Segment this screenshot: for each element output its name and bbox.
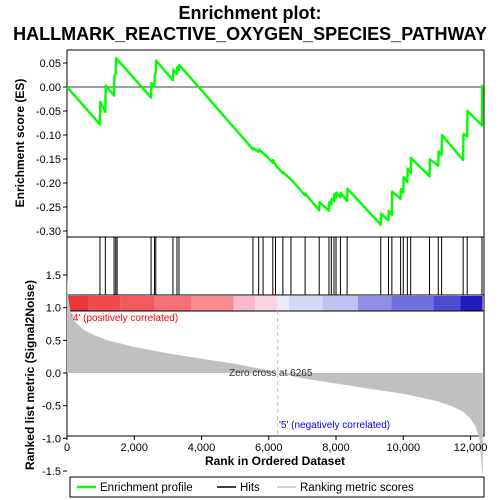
band-segment	[120, 296, 155, 311]
metric-y-axis-label: Ranked list metric (Signal2Noise)	[23, 280, 37, 470]
x-tick-label: 4,000	[188, 442, 216, 454]
x-axis-label: Rank in Ordered Dataset	[205, 454, 345, 468]
band-segment	[255, 296, 278, 311]
metric-tick-label: 0.5	[46, 335, 61, 347]
band-segment	[67, 296, 89, 311]
x-tick-label: 0	[64, 442, 70, 454]
band-segment	[88, 296, 121, 311]
metric-tick-label: 1.5	[46, 270, 61, 282]
es-tick-label: -0.30	[36, 226, 61, 238]
band-segment	[288, 296, 323, 311]
x-tick-label: 8,000	[322, 442, 350, 454]
metric-axis-ticks: 1.5 1.0 0.5 0.0 -0.5 -1.0 -1.5	[42, 270, 67, 478]
ranking-metric-area	[67, 275, 483, 479]
metric-tick-label: -1.0	[42, 433, 61, 445]
band-segment	[433, 296, 461, 311]
es-y-axis-label: Enrichment score (ES)	[13, 79, 27, 208]
rank-color-band	[67, 296, 483, 311]
band-segment	[154, 296, 192, 311]
es-tick-label: -0.05	[36, 106, 61, 118]
band-segment	[357, 296, 392, 311]
metric-tick-label: 0.0	[46, 368, 61, 380]
x-tick-label: 12,000	[454, 442, 488, 454]
band-segment	[191, 296, 234, 311]
metric-tick-label: 1.0	[46, 303, 61, 315]
legend-label-hits: Hits	[240, 482, 260, 494]
chart-title-line2: HALLMARK_REACTIVE_OXYGEN_SPECIES_PATHWAY	[13, 24, 487, 44]
negative-correlation-label: '5' (negatively correlated)	[279, 420, 390, 431]
es-panel-frame	[66, 49, 485, 238]
es-tick-label: -0.20	[36, 178, 61, 190]
es-tick-label: 0.00	[40, 82, 61, 94]
es-tick-label: -0.15	[36, 154, 61, 166]
positive-correlation-label: '4' (positively correlated)	[71, 313, 178, 324]
x-tick-label: 6,000	[255, 442, 283, 454]
es-tick-label: -0.25	[36, 202, 61, 214]
legend-label-ranking-metric: Ranking metric scores	[300, 482, 414, 494]
es-tick-label: -0.10	[36, 130, 61, 142]
zero-cross-label: Zero cross at 6265	[229, 368, 313, 379]
band-segment	[460, 296, 483, 311]
x-tick-label: 10,000	[386, 442, 420, 454]
band-segment	[233, 296, 256, 311]
metric-tick-label: -0.5	[42, 401, 61, 413]
metric-tick-label: -1.5	[42, 466, 61, 478]
es-tick-label: 0.05	[40, 58, 61, 70]
enrichment-profile-line	[66, 57, 484, 227]
band-segment	[322, 296, 358, 311]
chart-title-line1: Enrichment plot:	[179, 3, 322, 23]
es-axis-ticks: 0.05 0.00 -0.05 -0.10 -0.15 -0.20 -0.25 -0.30	[36, 58, 67, 238]
band-segment	[277, 296, 289, 311]
legend-label-enrichment-profile: Enrichment profile	[100, 482, 193, 494]
x-tick-label: 2,000	[120, 442, 148, 454]
band-segment	[391, 296, 434, 311]
x-axis-ticks: 0 2,000 4,000 6,000 8,000 10,000 12,000	[64, 436, 487, 454]
hit-marks	[99, 237, 483, 295]
